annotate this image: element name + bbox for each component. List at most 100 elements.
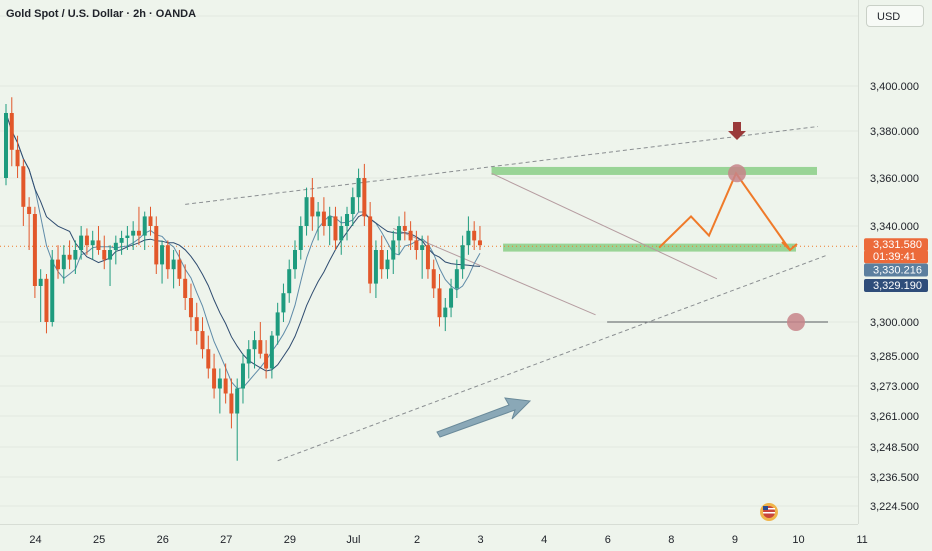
candle[interactable]: [460, 235, 465, 279]
projection-path[interactable]: [658, 171, 791, 251]
candle[interactable]: [443, 298, 448, 332]
candle[interactable]: [356, 168, 361, 212]
candle[interactable]: [200, 317, 205, 359]
candle[interactable]: [275, 302, 280, 345]
candle[interactable]: [379, 235, 384, 279]
candle[interactable]: [362, 163, 367, 226]
candle[interactable]: [223, 363, 228, 404]
wedge-upper-line[interactable]: [491, 172, 718, 280]
candle[interactable]: [333, 206, 338, 250]
candle[interactable]: [79, 226, 84, 260]
candle[interactable]: [246, 340, 251, 379]
candle[interactable]: [293, 240, 297, 279]
down-arrow-icon[interactable]: [728, 122, 746, 140]
candle[interactable]: [408, 221, 413, 250]
candle[interactable]: [96, 226, 101, 255]
candle[interactable]: [287, 259, 292, 303]
candle[interactable]: [44, 274, 49, 334]
candle[interactable]: [217, 368, 222, 414]
candle[interactable]: [4, 104, 8, 186]
candle[interactable]: [67, 240, 72, 270]
candle[interactable]: [148, 206, 153, 236]
candle[interactable]: [472, 221, 477, 250]
trend-arrow-shape[interactable]: [436, 397, 532, 438]
currency-selector-button[interactable]: USD: [866, 5, 924, 27]
candle[interactable]: [108, 245, 113, 286]
candle[interactable]: [373, 240, 378, 298]
candle[interactable]: [449, 278, 454, 318]
candle[interactable]: [240, 353, 245, 404]
candle[interactable]: [131, 221, 136, 250]
candle[interactable]: [431, 259, 436, 298]
candle[interactable]: [27, 197, 32, 250]
candle[interactable]: [339, 216, 344, 255]
candle[interactable]: [327, 206, 332, 246]
candle[interactable]: [350, 187, 355, 226]
candle[interactable]: [154, 216, 159, 274]
candle[interactable]: [269, 331, 274, 379]
candle[interactable]: [125, 226, 130, 250]
candle[interactable]: [9, 97, 14, 167]
candle[interactable]: [425, 235, 430, 279]
us-flag-icon[interactable]: [760, 503, 778, 521]
candle[interactable]: [466, 216, 471, 255]
candle[interactable]: [119, 230, 124, 255]
candle[interactable]: [252, 331, 257, 369]
candle[interactable]: [368, 202, 373, 294]
candle[interactable]: [235, 378, 240, 461]
candle[interactable]: [454, 259, 459, 298]
candle[interactable]: [310, 178, 315, 231]
candle[interactable]: [212, 353, 217, 399]
candle[interactable]: [281, 283, 286, 322]
candle[interactable]: [165, 240, 170, 279]
candle[interactable]: [136, 206, 141, 246]
candle[interactable]: [397, 216, 402, 255]
candle[interactable]: [183, 264, 188, 310]
candle[interactable]: [437, 274, 442, 327]
candle[interactable]: [206, 335, 211, 379]
candle[interactable]: [321, 197, 326, 236]
candle[interactable]: [194, 302, 199, 345]
x-tick-label: 4: [541, 534, 547, 546]
candle[interactable]: [391, 230, 396, 274]
candle[interactable]: [304, 187, 309, 236]
candle[interactable]: [477, 226, 482, 250]
candle[interactable]: [171, 250, 176, 289]
wedge-lower-line[interactable]: [393, 227, 596, 316]
candle[interactable]: [50, 250, 55, 327]
candle[interactable]: [258, 322, 263, 359]
moving-average-line[interactable]: [5, 112, 481, 372]
candle[interactable]: [264, 340, 269, 379]
support-target-circle[interactable]: [787, 313, 805, 331]
candle[interactable]: [84, 228, 89, 255]
candle[interactable]: [38, 269, 43, 322]
candle[interactable]: [177, 250, 182, 286]
candle[interactable]: [15, 135, 20, 178]
candle[interactable]: [188, 283, 193, 332]
candle[interactable]: [56, 245, 61, 279]
candle[interactable]: [61, 245, 66, 284]
candle[interactable]: [32, 206, 37, 298]
candle[interactable]: [229, 378, 234, 429]
candle[interactable]: [345, 206, 350, 241]
candle[interactable]: [90, 230, 95, 260]
candle[interactable]: [298, 216, 303, 260]
candle[interactable]: [414, 230, 419, 260]
time-axis[interactable]: [0, 524, 858, 551]
candle[interactable]: [316, 202, 321, 241]
candle[interactable]: [160, 240, 165, 284]
resistance-target-circle[interactable]: [728, 164, 746, 183]
candle[interactable]: [385, 250, 390, 279]
candle[interactable]: [113, 235, 118, 265]
candle[interactable]: [73, 240, 78, 274]
lower-channel-line[interactable]: [277, 254, 829, 462]
candle[interactable]: [420, 235, 425, 279]
resistance-zone[interactable]: [491, 166, 817, 175]
candle[interactable]: [402, 211, 407, 241]
candle[interactable]: [142, 211, 147, 250]
candle[interactable]: [102, 235, 107, 270]
candle-body: [252, 340, 257, 350]
upper-channel-line[interactable]: [185, 126, 819, 205]
candle[interactable]: [21, 159, 26, 226]
